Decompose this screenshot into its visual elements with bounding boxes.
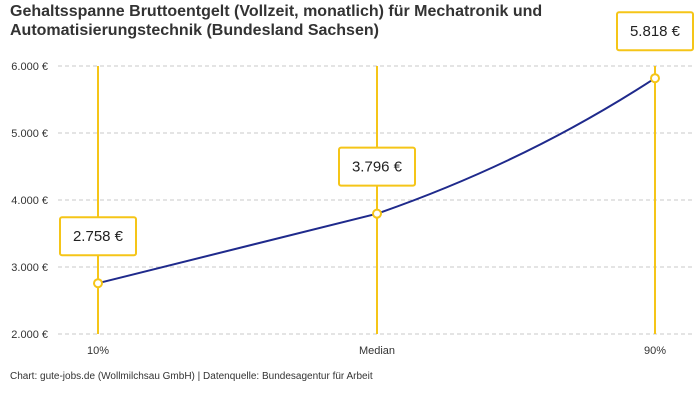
data-label-box bbox=[616, 11, 694, 52]
chart-title: Gehaltsspanne Bruttoentgelt (Vollzeit, m… bbox=[10, 2, 690, 40]
chart-footer: Chart: gute-jobs.de (Wollmilchsau GmbH) … bbox=[10, 371, 373, 382]
x-tick-label: Median bbox=[359, 345, 395, 357]
y-tick-label: 2.000 € bbox=[11, 329, 48, 341]
data-points bbox=[93, 73, 660, 289]
data-point bbox=[372, 208, 382, 219]
data-point bbox=[93, 278, 103, 289]
y-tick-label: 3.000 € bbox=[11, 262, 48, 274]
y-tick-label: 4.000 € bbox=[11, 195, 48, 207]
y-tick-label: 5.000 € bbox=[11, 128, 48, 140]
data-label-box bbox=[59, 216, 137, 257]
title-line-1: Gehaltsspanne Bruttoentgelt (Vollzeit, m… bbox=[10, 3, 543, 20]
data-labels: 2.758 € 3.796 € 5.818 € bbox=[59, 11, 694, 257]
gridlines bbox=[58, 65, 692, 335]
data-label-box bbox=[338, 146, 416, 187]
data-label: 2.758 € bbox=[73, 228, 124, 245]
data-label: 3.796 € bbox=[352, 159, 403, 176]
x-tick-label: 90% bbox=[644, 345, 666, 357]
data-label: 5.818 € bbox=[630, 23, 681, 40]
salary-curve bbox=[97, 77, 656, 285]
x-tick-label: 10% bbox=[87, 345, 109, 357]
title-line-2: Automatisierungstechnik (Bundesland Sach… bbox=[10, 22, 379, 39]
y-axis-ticks: 2.000 € 3.000 € 4.000 € 5.000 € 6.000 € bbox=[11, 61, 48, 341]
category-marker-lines bbox=[97, 66, 656, 334]
data-point bbox=[650, 73, 660, 84]
y-tick-label: 6.000 € bbox=[11, 61, 48, 73]
x-axis-ticks: 10% Median 90% bbox=[87, 345, 666, 357]
